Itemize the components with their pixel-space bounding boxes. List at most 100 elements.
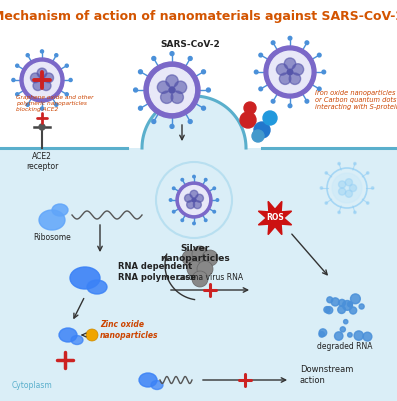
Circle shape bbox=[170, 124, 174, 128]
Circle shape bbox=[288, 104, 292, 107]
Circle shape bbox=[39, 124, 45, 130]
Text: Graphene oxide and other
polymeric nanoparticles
blocking ACE2: Graphene oxide and other polymeric nanop… bbox=[16, 95, 94, 111]
Circle shape bbox=[192, 198, 196, 202]
Circle shape bbox=[195, 194, 203, 202]
Circle shape bbox=[292, 64, 304, 75]
Circle shape bbox=[338, 162, 340, 165]
Circle shape bbox=[139, 70, 143, 74]
Circle shape bbox=[139, 106, 143, 110]
Circle shape bbox=[347, 302, 353, 307]
Ellipse shape bbox=[70, 267, 100, 289]
Circle shape bbox=[340, 327, 345, 332]
Circle shape bbox=[193, 222, 195, 225]
Ellipse shape bbox=[52, 204, 68, 216]
Circle shape bbox=[354, 162, 356, 165]
Circle shape bbox=[181, 219, 183, 221]
Text: Iron oxide nanoparticles
or Carbon quantum dots
interacting with S-proteins: Iron oxide nanoparticles or Carbon quant… bbox=[315, 90, 397, 110]
Circle shape bbox=[259, 53, 262, 57]
Circle shape bbox=[16, 93, 19, 96]
Circle shape bbox=[339, 300, 345, 306]
Circle shape bbox=[202, 106, 206, 110]
Circle shape bbox=[348, 303, 353, 307]
Circle shape bbox=[271, 99, 275, 103]
Circle shape bbox=[284, 58, 296, 69]
Circle shape bbox=[160, 91, 173, 103]
Ellipse shape bbox=[139, 373, 157, 387]
Circle shape bbox=[366, 172, 369, 174]
Circle shape bbox=[322, 70, 326, 74]
Circle shape bbox=[288, 36, 292, 40]
Circle shape bbox=[31, 73, 40, 83]
Circle shape bbox=[202, 250, 218, 266]
Circle shape bbox=[150, 68, 195, 112]
Polygon shape bbox=[258, 201, 292, 235]
Circle shape bbox=[187, 200, 195, 209]
Circle shape bbox=[182, 250, 198, 266]
Circle shape bbox=[338, 211, 340, 214]
Bar bbox=[0, 148, 397, 401]
Circle shape bbox=[351, 294, 360, 304]
Circle shape bbox=[157, 81, 170, 93]
Circle shape bbox=[188, 57, 192, 61]
Circle shape bbox=[325, 202, 328, 204]
Circle shape bbox=[181, 178, 183, 181]
Circle shape bbox=[289, 73, 301, 85]
Circle shape bbox=[204, 178, 207, 181]
Text: ACE2
receptor: ACE2 receptor bbox=[26, 152, 58, 171]
Circle shape bbox=[325, 172, 328, 174]
Circle shape bbox=[69, 79, 72, 81]
Text: RNA dependent
RNA polymerase: RNA dependent RNA polymerase bbox=[118, 262, 196, 282]
Circle shape bbox=[12, 79, 15, 81]
Text: ROS: ROS bbox=[266, 213, 284, 223]
Circle shape bbox=[331, 298, 339, 306]
Circle shape bbox=[263, 111, 277, 125]
Circle shape bbox=[332, 173, 362, 203]
Circle shape bbox=[259, 87, 262, 91]
Circle shape bbox=[305, 99, 309, 103]
Text: Silver
nanoparticles: Silver nanoparticles bbox=[160, 244, 230, 263]
Circle shape bbox=[372, 187, 374, 189]
Circle shape bbox=[287, 69, 293, 75]
Circle shape bbox=[185, 194, 193, 202]
Circle shape bbox=[319, 332, 324, 337]
Circle shape bbox=[152, 119, 156, 124]
Circle shape bbox=[339, 188, 346, 195]
Circle shape bbox=[172, 187, 175, 190]
Circle shape bbox=[359, 304, 364, 309]
Circle shape bbox=[206, 88, 210, 92]
Circle shape bbox=[187, 261, 203, 277]
Circle shape bbox=[172, 211, 175, 213]
Circle shape bbox=[55, 103, 58, 106]
Circle shape bbox=[188, 119, 192, 124]
Circle shape bbox=[254, 70, 258, 74]
Circle shape bbox=[338, 306, 345, 314]
Circle shape bbox=[65, 93, 68, 96]
Ellipse shape bbox=[59, 328, 77, 342]
Circle shape bbox=[192, 246, 208, 262]
Circle shape bbox=[44, 73, 54, 83]
Text: Ribosome: Ribosome bbox=[33, 233, 71, 242]
Circle shape bbox=[216, 199, 219, 201]
Text: corona virus RNA: corona virus RNA bbox=[177, 273, 243, 282]
Circle shape bbox=[26, 103, 29, 106]
Ellipse shape bbox=[71, 336, 83, 344]
Circle shape bbox=[335, 332, 343, 340]
Circle shape bbox=[144, 62, 200, 118]
Circle shape bbox=[55, 54, 58, 57]
Ellipse shape bbox=[87, 280, 107, 294]
Circle shape bbox=[264, 46, 316, 98]
Circle shape bbox=[40, 78, 44, 82]
Circle shape bbox=[204, 219, 207, 221]
Circle shape bbox=[326, 307, 333, 314]
Circle shape bbox=[366, 202, 369, 204]
Circle shape bbox=[16, 64, 19, 67]
Circle shape bbox=[193, 200, 201, 209]
Circle shape bbox=[213, 187, 216, 190]
Circle shape bbox=[271, 41, 275, 45]
Circle shape bbox=[345, 190, 353, 197]
Circle shape bbox=[343, 300, 352, 310]
Circle shape bbox=[279, 73, 291, 85]
Circle shape bbox=[192, 271, 208, 287]
Circle shape bbox=[327, 297, 333, 303]
Circle shape bbox=[350, 307, 357, 314]
